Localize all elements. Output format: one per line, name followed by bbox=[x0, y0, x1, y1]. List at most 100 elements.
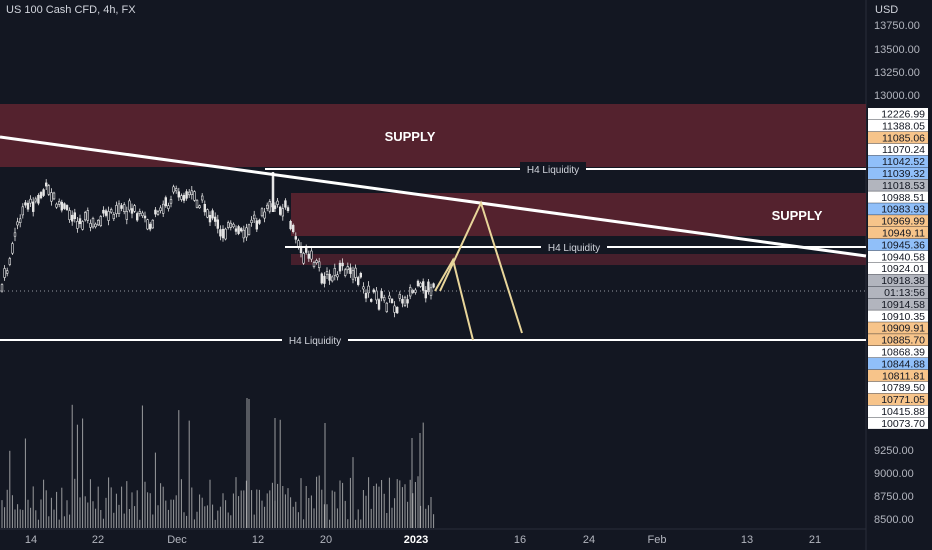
candle-body bbox=[16, 221, 19, 226]
candle-body bbox=[429, 287, 433, 296]
candle-body bbox=[258, 219, 261, 224]
price-tag-bg bbox=[868, 191, 928, 203]
candle-body bbox=[354, 267, 357, 278]
candle-body bbox=[203, 204, 206, 213]
candle-body bbox=[317, 261, 321, 268]
candle-body bbox=[227, 222, 230, 228]
candle-body bbox=[39, 192, 43, 199]
candle-body bbox=[214, 216, 217, 222]
candle-body bbox=[164, 197, 167, 207]
candle-body bbox=[328, 273, 331, 281]
time-tick: 14 bbox=[25, 534, 37, 546]
time-tick: 21 bbox=[809, 534, 821, 546]
candle-body bbox=[302, 253, 305, 264]
price-tag: 10918.38 bbox=[881, 275, 925, 287]
price-tag: 10885.70 bbox=[881, 335, 925, 347]
time-tick: 16 bbox=[514, 534, 526, 546]
candle-body bbox=[110, 209, 113, 213]
price-tag-bg bbox=[868, 155, 928, 168]
candle-body bbox=[240, 228, 243, 232]
candle-body bbox=[369, 298, 373, 302]
candle-body bbox=[380, 291, 383, 299]
candle-body bbox=[265, 204, 269, 209]
candle-body bbox=[323, 275, 326, 284]
price-tag-bg bbox=[868, 369, 928, 382]
candle-body bbox=[268, 201, 271, 212]
candle-body bbox=[278, 206, 282, 215]
candle-body bbox=[146, 219, 149, 230]
price-tag-bg bbox=[868, 215, 928, 227]
price-tag: 10415.88 bbox=[881, 406, 925, 418]
projection-path-1[interactable] bbox=[434, 257, 474, 341]
candle-body bbox=[427, 281, 430, 293]
price-tag: 01:13:56 bbox=[884, 287, 925, 299]
candle-body bbox=[333, 268, 336, 276]
candle-body bbox=[393, 305, 396, 313]
candle-body bbox=[390, 298, 394, 304]
candle-body bbox=[154, 209, 157, 215]
candle-body bbox=[398, 294, 401, 299]
price-tick: 9000.00 bbox=[874, 468, 914, 480]
candle-body bbox=[216, 219, 219, 229]
candle-body bbox=[149, 223, 152, 230]
candle-body bbox=[3, 268, 6, 278]
candle-body bbox=[112, 214, 116, 219]
candle-body bbox=[128, 200, 131, 211]
liquidity-label-3: H4 Liquidity bbox=[289, 336, 341, 347]
candle-body bbox=[419, 282, 422, 287]
price-tag-bg bbox=[868, 405, 928, 417]
time-tick: 20 bbox=[320, 534, 332, 546]
candle-body bbox=[138, 211, 141, 214]
supply-zone-thin bbox=[291, 254, 866, 265]
candle-body bbox=[97, 220, 100, 226]
candle-body bbox=[63, 203, 66, 209]
projection-path-2[interactable] bbox=[439, 200, 523, 334]
candle-body bbox=[52, 192, 56, 200]
candle-body bbox=[294, 236, 297, 240]
candle-body bbox=[117, 203, 121, 214]
price-tag: 10914.58 bbox=[881, 299, 925, 311]
candle-body bbox=[315, 260, 318, 264]
price-tag-bg bbox=[868, 417, 928, 429]
candle-body bbox=[421, 281, 425, 291]
candle-body bbox=[99, 216, 103, 226]
candle-body bbox=[188, 191, 191, 196]
candle-body bbox=[375, 290, 378, 301]
candle-body bbox=[76, 221, 79, 229]
price-axis[interactable]: 13750.00 13500.00 13250.00 13000.00 9250… bbox=[874, 20, 920, 526]
price-tag-bg bbox=[868, 238, 928, 251]
price-tag-bg bbox=[868, 262, 928, 275]
price-tag-bg bbox=[868, 143, 928, 156]
price-tick: 13000.00 bbox=[874, 90, 920, 102]
candle-body bbox=[13, 232, 17, 237]
candle-body bbox=[182, 194, 186, 201]
candle-body bbox=[0, 284, 4, 292]
price-tick: 13500.00 bbox=[874, 44, 920, 56]
liquidity-label-bg-1 bbox=[520, 162, 586, 176]
time-axis[interactable]: 14 22 Dec 12 20 2023 16 24 Feb 13 21 bbox=[25, 534, 821, 546]
candle-body bbox=[21, 206, 24, 216]
price-tag-bg bbox=[868, 393, 928, 406]
candle-body bbox=[198, 205, 201, 209]
candle-body bbox=[143, 215, 147, 219]
candle-body bbox=[84, 212, 87, 221]
candle-body bbox=[211, 210, 214, 219]
candle-body bbox=[281, 208, 284, 217]
candle-body bbox=[31, 201, 35, 212]
volume-bars bbox=[1, 398, 435, 528]
price-tag: 11070.24 bbox=[882, 144, 925, 156]
candle-body bbox=[195, 199, 199, 208]
candle-body bbox=[245, 227, 248, 238]
candle-body bbox=[94, 223, 97, 228]
price-tag: 10924.01 bbox=[881, 263, 925, 275]
time-tick-year: 2023 bbox=[404, 534, 428, 546]
candle-body bbox=[172, 186, 175, 193]
candle-body bbox=[50, 192, 53, 202]
candle-body bbox=[8, 258, 11, 265]
candle-body bbox=[185, 191, 188, 199]
price-tag-bg bbox=[868, 179, 928, 191]
candle-body bbox=[346, 266, 349, 271]
candle-body bbox=[208, 215, 212, 223]
trend-line[interactable] bbox=[0, 135, 867, 258]
